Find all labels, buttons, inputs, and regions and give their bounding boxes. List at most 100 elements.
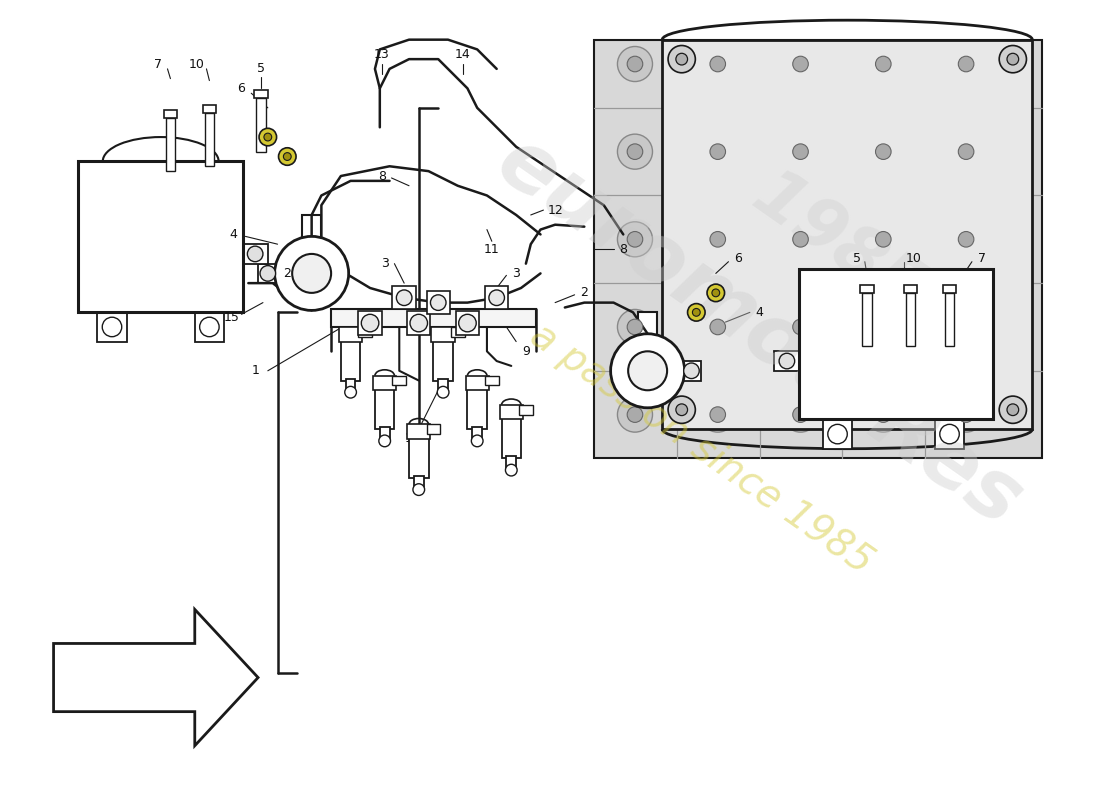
Circle shape: [617, 397, 652, 432]
Circle shape: [793, 407, 808, 422]
Circle shape: [793, 56, 808, 72]
Circle shape: [627, 231, 642, 247]
Circle shape: [948, 222, 983, 257]
Text: euromotoRes: euromotoRes: [482, 120, 1037, 543]
Bar: [243, 244, 267, 264]
Circle shape: [712, 289, 719, 297]
Circle shape: [958, 144, 974, 159]
Circle shape: [459, 314, 476, 332]
Circle shape: [430, 295, 446, 310]
Text: 1: 1: [405, 433, 412, 446]
Bar: [359, 311, 382, 334]
Circle shape: [793, 144, 808, 159]
Circle shape: [293, 254, 331, 293]
Circle shape: [396, 290, 412, 306]
Text: 2: 2: [284, 267, 292, 280]
Circle shape: [701, 134, 735, 169]
Text: 3: 3: [381, 257, 388, 270]
Bar: [638, 312, 658, 337]
Text: 1: 1: [251, 364, 260, 378]
Circle shape: [783, 310, 818, 345]
Bar: [451, 327, 464, 337]
Circle shape: [692, 309, 701, 316]
Circle shape: [876, 56, 891, 72]
Circle shape: [710, 319, 726, 334]
Circle shape: [264, 133, 272, 141]
Bar: [375, 386, 395, 430]
Bar: [339, 327, 362, 342]
Bar: [331, 310, 536, 327]
Bar: [485, 376, 498, 386]
Circle shape: [876, 407, 891, 422]
Circle shape: [876, 144, 891, 159]
Circle shape: [710, 56, 726, 72]
Circle shape: [617, 310, 652, 345]
Circle shape: [828, 424, 847, 444]
Circle shape: [627, 319, 642, 334]
Circle shape: [412, 484, 425, 495]
Circle shape: [361, 314, 378, 332]
Bar: [98, 312, 126, 342]
Circle shape: [410, 314, 428, 332]
Bar: [905, 293, 915, 346]
Text: 13: 13: [374, 48, 389, 61]
Bar: [799, 269, 993, 419]
Bar: [195, 312, 224, 342]
Bar: [345, 378, 355, 392]
Bar: [502, 414, 521, 458]
Bar: [379, 427, 389, 441]
Circle shape: [701, 310, 735, 345]
Text: 4: 4: [230, 228, 238, 241]
Circle shape: [1006, 54, 1019, 65]
Circle shape: [344, 386, 356, 398]
Circle shape: [710, 144, 726, 159]
Circle shape: [783, 134, 818, 169]
Bar: [455, 311, 480, 334]
Bar: [662, 40, 1032, 430]
Circle shape: [628, 351, 667, 390]
Circle shape: [668, 46, 695, 73]
Text: 12: 12: [547, 203, 563, 217]
Bar: [594, 40, 1042, 458]
Circle shape: [876, 319, 891, 334]
Circle shape: [617, 134, 652, 169]
Bar: [258, 264, 277, 283]
Text: 9: 9: [434, 345, 442, 358]
Bar: [407, 311, 430, 334]
Circle shape: [710, 407, 726, 422]
Bar: [409, 434, 429, 478]
Circle shape: [627, 407, 642, 422]
Bar: [506, 457, 516, 470]
Bar: [166, 118, 175, 171]
Bar: [341, 337, 361, 381]
Text: 5: 5: [257, 62, 265, 75]
Circle shape: [675, 54, 688, 65]
Circle shape: [999, 396, 1026, 423]
Text: 3: 3: [513, 267, 520, 280]
Bar: [393, 286, 416, 310]
Circle shape: [958, 231, 974, 247]
Bar: [205, 113, 214, 166]
Polygon shape: [54, 610, 258, 746]
Circle shape: [793, 319, 808, 334]
Bar: [823, 419, 852, 449]
Circle shape: [701, 397, 735, 432]
Circle shape: [939, 424, 959, 444]
Circle shape: [438, 386, 449, 398]
Circle shape: [284, 153, 292, 161]
Circle shape: [688, 303, 705, 321]
Circle shape: [866, 134, 901, 169]
Text: 8: 8: [377, 170, 386, 182]
Circle shape: [260, 266, 276, 281]
Text: 8: 8: [619, 242, 627, 255]
Circle shape: [617, 222, 652, 257]
Text: 9: 9: [522, 345, 530, 358]
Bar: [468, 386, 487, 430]
Circle shape: [793, 231, 808, 247]
Circle shape: [958, 56, 974, 72]
Circle shape: [617, 46, 652, 82]
Bar: [414, 476, 424, 490]
Circle shape: [275, 236, 349, 310]
Circle shape: [866, 222, 901, 257]
Text: 6: 6: [238, 82, 245, 95]
